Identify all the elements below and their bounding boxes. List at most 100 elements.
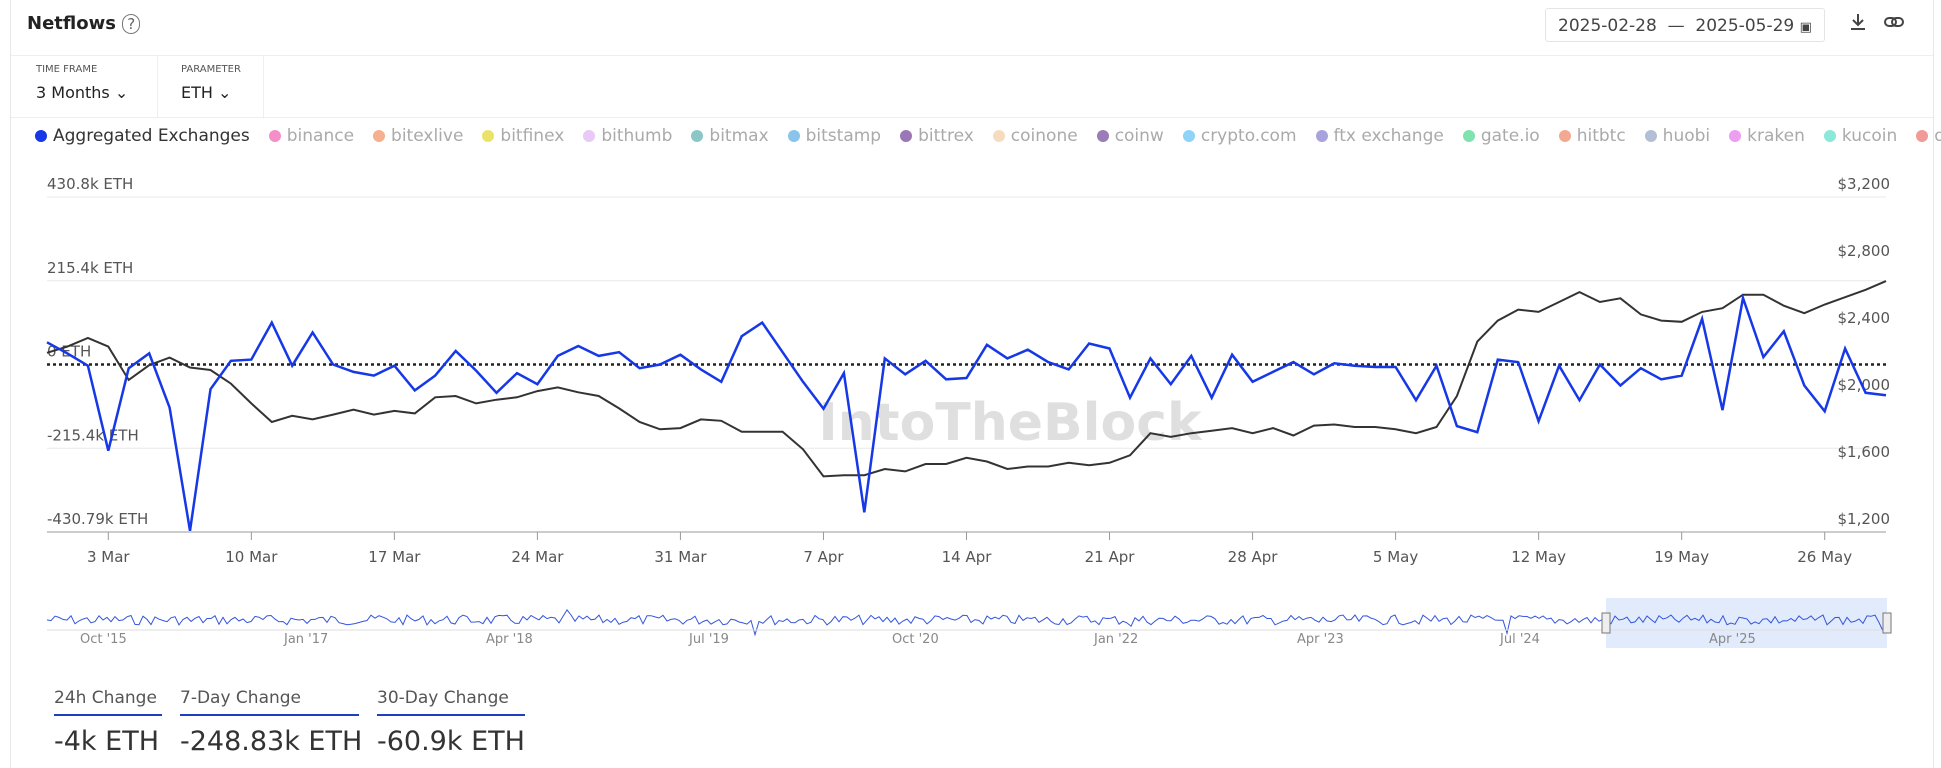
legend-item[interactable]: bitstamp (787, 126, 882, 146)
legend-item[interactable]: huobi (1644, 126, 1711, 146)
legend-dot (1315, 130, 1328, 142)
legend-item[interactable]: hitbtc (1558, 126, 1626, 146)
navigator-label: Oct '15 (80, 632, 127, 647)
navigator-label: Apr '25 (1709, 632, 1756, 647)
x-tick-label: 12 May (1511, 548, 1566, 566)
legend: Aggregated Exchanges binance bitexlive bitf… (35, 126, 1941, 146)
y2-tick-label: $2,000 (1838, 376, 1891, 394)
legend-label: bitstamp (805, 126, 882, 146)
x-tick-label: 3 Mar (87, 548, 130, 566)
x-tick-label: 7 Apr (803, 548, 844, 566)
legend-label: kraken (1747, 126, 1805, 146)
x-tick-label: 5 May (1373, 548, 1418, 566)
control[interactable]: TIME FRAME 3 Months ⌄ (36, 64, 129, 102)
date-range[interactable]: 2025-02-28 — 2025-05-29 ▣ (1545, 8, 1825, 42)
navigator-label: Apr '23 (1297, 632, 1344, 647)
title-text: Netflows (27, 13, 116, 34)
calendar-icon: ▣ (1799, 20, 1812, 35)
legend-item[interactable]: kucoin (1823, 126, 1897, 146)
legend-item[interactable]: kraken (1729, 126, 1805, 146)
legend-item[interactable]: bithumb (583, 126, 672, 146)
watermark: IntoTheBlock (818, 393, 1203, 453)
navigator-label: Oct '20 (892, 632, 939, 647)
date-separator: — (1667, 16, 1685, 36)
control-label: PARAMETER (181, 64, 241, 75)
date-end: 2025-05-29 (1695, 16, 1795, 36)
divider (263, 56, 264, 117)
x-tick-label: 10 Mar (225, 548, 278, 566)
stat-label[interactable]: 24h Change (54, 688, 162, 716)
divider (157, 56, 158, 117)
navigator-label: Apr '18 (486, 632, 533, 647)
x-tick-label: 24 Mar (511, 548, 564, 566)
y2-tick-label: $1,600 (1838, 443, 1891, 461)
date-start: 2025-02-28 (1558, 16, 1657, 36)
navigator-handle[interactable] (1882, 612, 1892, 634)
stat-value: -248.83k ETH (180, 726, 363, 757)
legend-label: bittrex (918, 126, 974, 146)
legend-label: coinone (1010, 126, 1078, 146)
legend-dot (1558, 130, 1571, 142)
legend-label: hitbtc (1576, 126, 1626, 146)
title: Netflows ? (27, 13, 141, 34)
legend-dot (1096, 130, 1109, 142)
legend-item[interactable]: coinone (992, 126, 1078, 146)
y-tick-label: -215.4k ETH (47, 426, 139, 444)
x-tick-label: 26 May (1797, 548, 1852, 566)
x-tick-label: 21 Apr (1085, 548, 1136, 566)
legend-dot (268, 130, 281, 142)
navigator-label: Jan '22 (1093, 632, 1138, 647)
legend-label: coinw (1114, 126, 1164, 146)
control-label: TIME FRAME (36, 64, 98, 75)
legend-item[interactable]: bitexlive (373, 126, 463, 146)
legend-dot (583, 130, 596, 142)
navigator-label: Jan '17 (283, 632, 328, 647)
stat-label[interactable]: 30-Day Change (377, 688, 525, 716)
legend-item[interactable]: Aggregated Exchanges (35, 126, 250, 146)
y-tick-label: 215.4k ETH (47, 259, 133, 277)
header-icons (1851, 14, 1904, 30)
legend-item[interactable]: crypto.com (1182, 126, 1297, 146)
stat-label[interactable]: 7-Day Change (180, 688, 359, 716)
y-tick-label: 430.8k ETH (47, 175, 133, 193)
legend-item[interactable]: binance (268, 126, 355, 146)
stat-value: -4k ETH (54, 726, 159, 757)
legend-label: binance (286, 126, 355, 146)
legend-dot (1823, 130, 1836, 142)
navigator-label: Jul '24 (1499, 632, 1540, 647)
y2-tick-label: $2,400 (1838, 309, 1891, 327)
legend-label: bitexlive (391, 126, 464, 146)
data-line (46, 293, 1887, 532)
link-icon[interactable] (1884, 17, 1904, 27)
x-tick-label: 17 Mar (368, 548, 421, 566)
legend-dot (373, 130, 386, 142)
navigator-label: Jul '19 (688, 632, 729, 647)
legend-item[interactable]: coinw (1096, 126, 1164, 146)
stat-value: -60.9k ETH (377, 726, 525, 757)
control-value: ETH (181, 83, 213, 102)
navigator-line (46, 609, 1888, 637)
x-tick-label: 14 Apr (942, 548, 993, 566)
legend-label: okex (1934, 126, 1941, 146)
divider (11, 55, 1933, 56)
stat: 24h Change -4k ETH (54, 688, 162, 757)
y2-tick-label: $1,200 (1838, 510, 1891, 528)
legend-item[interactable]: ftx exchange (1315, 126, 1444, 146)
legend-item[interactable]: okex (1916, 126, 1941, 146)
legend-label: huobi (1662, 126, 1711, 146)
legend-dot (1916, 130, 1929, 142)
help-icon[interactable]: ? (122, 14, 141, 34)
navigator-handle[interactable] (1601, 612, 1611, 634)
legend-item[interactable]: bitmax (691, 126, 769, 146)
legend-item[interactable]: bitfinex (482, 126, 564, 146)
legend-item[interactable]: gate.io (1462, 126, 1540, 146)
legend-dot (992, 130, 1005, 142)
legend-label: ftx exchange (1333, 126, 1444, 146)
legend-item[interactable]: bittrex (900, 126, 974, 146)
y-tick-label: -430.79k ETH (47, 510, 148, 528)
control[interactable]: PARAMETER ETH ⌄ (181, 64, 241, 102)
download-icon[interactable] (1851, 14, 1865, 30)
legend-dot (482, 130, 495, 142)
legend-label: bithumb (601, 126, 673, 146)
